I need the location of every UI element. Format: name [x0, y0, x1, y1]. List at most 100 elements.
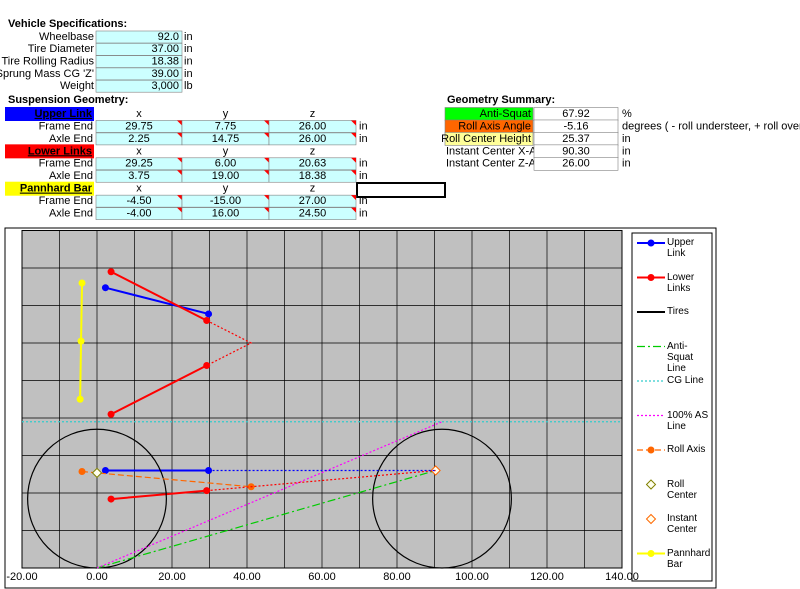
geometry-cell: [268, 194, 357, 208]
row-label: Axle End: [49, 170, 93, 182]
comment-marker: [351, 157, 356, 163]
summary-label: Instant Center X-Axis: [446, 145, 550, 157]
x-tick-label: -20.00: [6, 571, 37, 583]
column-header: y: [223, 108, 229, 120]
comment-marker: [264, 195, 269, 201]
summary-unit: degrees ( - roll understeer, + roll over…: [622, 120, 800, 132]
spec-label: Weight: [60, 80, 94, 92]
spec-cell: [95, 55, 183, 68]
geometry-value: 29.25: [125, 158, 153, 170]
legend-label: Lower Links: [667, 271, 695, 294]
marker: [77, 337, 85, 345]
summary-unit: %: [622, 108, 632, 120]
geometry-value: -4.50: [126, 195, 151, 207]
series-line: [81, 470, 252, 488]
legend-label: Anti-Squat Line: [667, 340, 694, 374]
geometry-value: 27.00: [299, 195, 327, 207]
x-tick-label: 100.00: [455, 571, 489, 583]
row-unit: in: [359, 195, 368, 207]
group-name: Pannhard Bar: [20, 183, 93, 195]
summary-value: 90.30: [562, 145, 590, 157]
geometry-value: -15.00: [210, 195, 241, 207]
comment-marker: [264, 207, 269, 213]
geometry-value: 24.50: [299, 208, 327, 220]
group-name: Lower Links: [28, 145, 92, 157]
column-header: z: [310, 183, 316, 195]
geometry-value: 26.00: [299, 120, 327, 132]
legend-label: 100% AS Line: [667, 409, 709, 432]
marker: [91, 467, 103, 479]
comment-marker: [177, 120, 182, 126]
column-header: z: [310, 108, 316, 120]
row-unit: in: [359, 120, 368, 132]
marker: [647, 550, 655, 557]
row-unit: in: [359, 158, 368, 170]
comment-marker: [264, 157, 269, 163]
series-line: [96, 421, 443, 569]
x-tick-label: 40.00: [233, 571, 261, 583]
comment-marker: [351, 207, 356, 213]
summary-value: 25.37: [562, 133, 590, 145]
geometry-cell: [268, 120, 357, 133]
summary-label-cell: [444, 132, 534, 146]
summary-value-cell: [533, 157, 619, 171]
marker: [107, 268, 115, 276]
marker: [203, 362, 211, 369]
column-header: x: [136, 183, 142, 195]
summary-unit: in: [622, 133, 631, 145]
spec-cell: [95, 79, 183, 93]
marker: [647, 274, 655, 281]
summary-label: Instant Center Z-Axis: [446, 158, 550, 170]
legend-label: Tires: [667, 306, 689, 317]
section-title: Vehicle Specifications:: [8, 18, 127, 30]
spec-label: Sprung Mass CG 'Z': [0, 68, 94, 80]
series-line: [110, 270, 208, 501]
geometry-value: 3.75: [128, 170, 149, 182]
row-unit: in: [359, 208, 368, 220]
spec-unit: in: [184, 31, 193, 43]
geometry-value: -4.00: [126, 208, 151, 220]
legend-entry: Lower Links: [667, 271, 695, 294]
tire: [372, 428, 512, 569]
spec-label: Tire Diameter: [28, 43, 95, 55]
spec-value: 37.00: [151, 43, 179, 55]
summary-unit: in: [622, 158, 631, 170]
geometry-value: 6.00: [215, 158, 236, 170]
legend-label: Roll Axis: [667, 444, 706, 455]
spec-value: 3,000: [151, 80, 179, 92]
legend-entry: Anti-Squat Line: [667, 340, 694, 374]
marker: [645, 513, 657, 525]
comment-marker: [177, 132, 182, 138]
summary-label: Roll Center Height: [441, 133, 531, 145]
legend-entry: CG Line: [667, 375, 704, 386]
row-unit: in: [359, 170, 368, 182]
row-unit: in: [359, 133, 368, 145]
geometry-value: 2.25: [128, 133, 149, 145]
comment-marker: [177, 207, 182, 213]
marker: [78, 279, 86, 287]
geometry-cell: [268, 132, 357, 146]
summary-label: Anti-Squat: [480, 108, 531, 120]
geometry-value: 18.38: [299, 170, 327, 182]
summary-value: 67.92: [562, 108, 590, 120]
geometry-value: 7.75: [215, 120, 236, 132]
column-header: x: [136, 108, 142, 120]
row-label: Frame End: [39, 120, 93, 132]
geometry-value: 26.00: [299, 133, 327, 145]
comment-marker: [264, 170, 269, 176]
x-tick-label: 60.00: [308, 571, 336, 583]
comment-marker: [264, 132, 269, 138]
geometry-cell: [268, 157, 357, 171]
row-label: Frame End: [39, 195, 93, 207]
column-header: x: [136, 145, 142, 157]
selected-cell[interactable]: [356, 182, 446, 198]
marker: [645, 479, 657, 490]
section-title: Suspension Geometry:: [8, 94, 128, 106]
spec-unit: in: [184, 56, 193, 68]
row-label: Frame End: [39, 158, 93, 170]
spec-value: 39.00: [151, 68, 179, 80]
geometry-cell: [268, 169, 357, 183]
x-tick-label: 0.00: [86, 571, 107, 583]
